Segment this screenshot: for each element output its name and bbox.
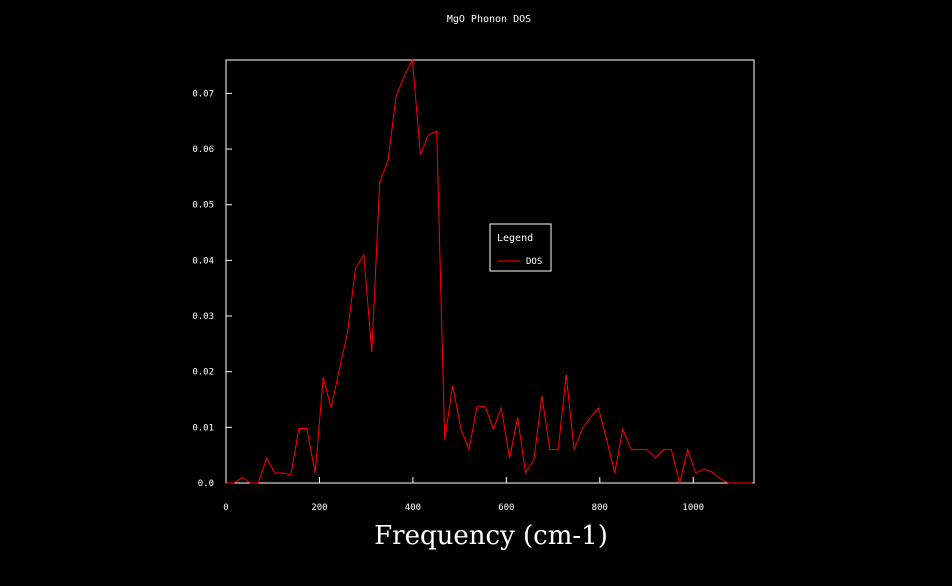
y-tick-label: 0.05 (192, 201, 214, 211)
x-tick-label: 0 (223, 503, 228, 513)
dos-series-line (226, 58, 753, 484)
chart-title: MgO Phonon DOS (447, 14, 531, 25)
x-axis: 0 200 400 600 800 1000 (223, 477, 704, 513)
legend-title: Legend (497, 233, 533, 244)
x-tick-label: 800 (592, 503, 608, 513)
y-axis: 0.0 0.01 0.02 0.03 0.04 0.05 0.06 0.07 (192, 89, 232, 489)
y-tick-label: 0.02 (192, 368, 214, 378)
y-tick-label: 0.07 (192, 89, 214, 99)
y-tick-label: 0.04 (192, 256, 214, 266)
x-tick-label: 600 (498, 503, 514, 513)
x-axis-label: Frequency (cm-1) (374, 521, 608, 551)
y-tick-label: 0.06 (192, 145, 214, 155)
legend-item-dos: DOS (526, 257, 542, 267)
y-tick-label: 0.03 (192, 312, 214, 322)
x-tick-label: 1000 (682, 503, 704, 513)
y-tick-label: 0.0 (198, 479, 214, 489)
x-tick-label: 200 (311, 503, 327, 513)
x-tick-label: 400 (405, 503, 421, 513)
plot-frame (225, 59, 755, 484)
legend: Legend DOS (489, 223, 552, 272)
y-tick-label: 0.01 (192, 423, 214, 433)
legend-box (489, 223, 552, 272)
